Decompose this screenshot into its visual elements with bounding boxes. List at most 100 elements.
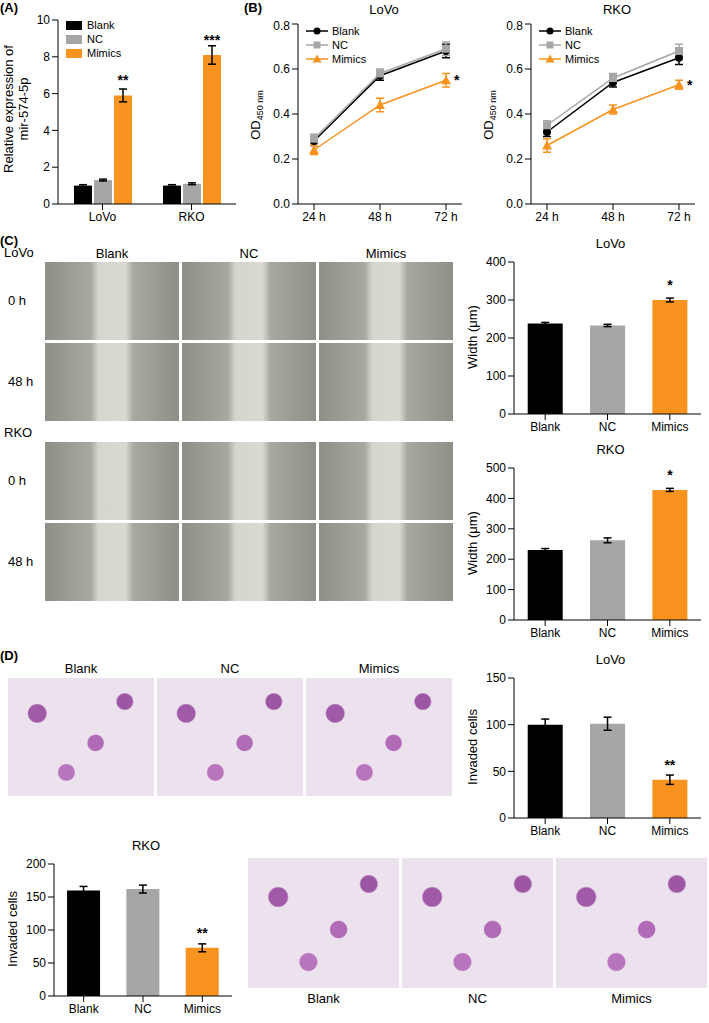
svg-text:Mimics: Mimics xyxy=(184,1002,221,1016)
svg-text:Mimics: Mimics xyxy=(651,824,688,838)
svg-text:400: 400 xyxy=(486,492,506,506)
svg-text:4: 4 xyxy=(43,124,50,138)
svg-text:100: 100 xyxy=(486,718,506,732)
html-text:Invaded cells: Invaded cells xyxy=(4,891,20,967)
html-text:48 h: 48 h xyxy=(8,374,34,389)
html-text:Blank: Blank xyxy=(307,991,340,1006)
svg-text:**: ** xyxy=(118,72,129,88)
html-text:NC: NC xyxy=(468,991,487,1006)
svg-text:200: 200 xyxy=(486,552,506,566)
html-text:Blank: Blank xyxy=(64,661,98,676)
html-text:RKO: RKO xyxy=(602,2,632,17)
svg-text:Mimics: Mimics xyxy=(651,626,688,640)
html-text:48 h: 48 h xyxy=(8,554,34,569)
html-text:(D): (D) xyxy=(0,648,18,663)
svg-text:*: * xyxy=(667,467,673,483)
svg-text:0.0: 0.0 xyxy=(506,197,523,211)
html-text:Invaded cells: Invaded cells xyxy=(464,709,480,785)
html-text:LoVo: LoVo xyxy=(4,245,34,260)
svg-text:100: 100 xyxy=(26,923,46,937)
svg-text:150: 150 xyxy=(486,671,506,685)
svg-text:400: 400 xyxy=(486,255,506,269)
svg-text:200: 200 xyxy=(26,857,46,871)
svg-text:6: 6 xyxy=(43,87,50,101)
html-text:Mimics: Mimics xyxy=(87,47,122,59)
html-text:Relative expression of: Relative expression of xyxy=(1,45,16,173)
html-text:mir-574-5p: mir-574-5p xyxy=(16,77,31,141)
svg-text:**: ** xyxy=(197,925,208,941)
svg-text:NC: NC xyxy=(134,1002,152,1016)
svg-text:48 h: 48 h xyxy=(368,210,391,224)
svg-text:2: 2 xyxy=(43,160,50,174)
html-text:NC: NC xyxy=(87,33,103,45)
svg-text:100: 100 xyxy=(486,583,506,597)
html-text:Width (μm): Width (μm) xyxy=(464,511,480,575)
svg-text:NC: NC xyxy=(599,420,617,434)
html-text:RKO: RKO xyxy=(4,425,33,440)
svg-text:Blank: Blank xyxy=(530,824,561,838)
svg-text:RKO: RKO xyxy=(178,210,204,224)
svg-text:200: 200 xyxy=(486,331,506,345)
html-text:LoVo: LoVo xyxy=(595,652,626,667)
svg-text:Blank: Blank xyxy=(530,626,561,640)
svg-text:0.4: 0.4 xyxy=(506,107,523,121)
svg-text:*: * xyxy=(687,77,693,93)
svg-text:LoVo: LoVo xyxy=(89,210,117,224)
svg-text:8: 8 xyxy=(43,50,50,64)
svg-text:72 h: 72 h xyxy=(434,210,457,224)
html-text:RKO: RKO xyxy=(596,442,625,457)
svg-text:*: * xyxy=(454,72,460,88)
svg-text:24 h: 24 h xyxy=(535,210,558,224)
svg-text:0.0: 0.0 xyxy=(273,197,290,211)
svg-text:300: 300 xyxy=(486,522,506,536)
html-text:OD: OD xyxy=(480,120,496,140)
svg-text:24 h: 24 h xyxy=(302,210,325,224)
svg-text:0.4: 0.4 xyxy=(273,107,290,121)
html-text:Mimics: Mimics xyxy=(358,661,400,676)
svg-text:0.2: 0.2 xyxy=(506,152,523,166)
html-text:0 h: 0 h xyxy=(8,293,27,308)
html-text:Blank: Blank xyxy=(95,246,129,261)
html-text:NC: NC xyxy=(239,246,259,261)
html-text:RKO: RKO xyxy=(131,838,161,853)
svg-text:0.2: 0.2 xyxy=(273,152,290,166)
svg-text:Blank: Blank xyxy=(530,420,561,434)
html-text:(B): (B) xyxy=(244,0,262,15)
svg-text:NC: NC xyxy=(599,626,617,640)
svg-text:50: 50 xyxy=(493,765,507,779)
svg-text:72 h: 72 h xyxy=(667,210,690,224)
svg-text:0.6: 0.6 xyxy=(273,62,290,76)
html-text:LoVo: LoVo xyxy=(369,2,399,17)
svg-text:300: 300 xyxy=(486,293,506,307)
html-text:Mimics: Mimics xyxy=(611,991,652,1006)
svg-text:0.8: 0.8 xyxy=(506,19,523,33)
svg-text:0: 0 xyxy=(499,407,506,421)
svg-text:Blank: Blank xyxy=(69,1002,100,1016)
svg-text:10: 10 xyxy=(37,13,51,27)
svg-text:0: 0 xyxy=(43,197,50,211)
html-text:OD: OD xyxy=(247,120,263,140)
html-text:0 h: 0 h xyxy=(8,473,27,488)
svg-text:48 h: 48 h xyxy=(601,210,624,224)
svg-text:500: 500 xyxy=(486,461,506,475)
svg-text:Mimics: Mimics xyxy=(651,420,688,434)
svg-text:0: 0 xyxy=(499,811,506,825)
html-text:(C): (C) xyxy=(0,233,18,248)
html-text:Blank: Blank xyxy=(87,19,115,31)
html-text:NC: NC xyxy=(220,661,240,676)
svg-text:0: 0 xyxy=(499,613,506,627)
svg-text:**: ** xyxy=(664,757,675,773)
svg-text:0.8: 0.8 xyxy=(273,19,290,33)
html-text:Mimics: Mimics xyxy=(365,246,407,261)
html-text:LoVo: LoVo xyxy=(595,236,626,251)
svg-text:0.6: 0.6 xyxy=(506,62,523,76)
svg-text:50: 50 xyxy=(33,956,47,970)
html-text:Width (μm): Width (μm) xyxy=(464,305,480,369)
svg-text:NC: NC xyxy=(599,824,617,838)
svg-text:*: * xyxy=(667,277,673,293)
svg-text:0: 0 xyxy=(39,989,46,1003)
svg-text:150: 150 xyxy=(26,890,46,904)
svg-text:100: 100 xyxy=(486,369,506,383)
svg-text:***: *** xyxy=(204,32,221,48)
html-text:(A): (A) xyxy=(0,0,18,15)
